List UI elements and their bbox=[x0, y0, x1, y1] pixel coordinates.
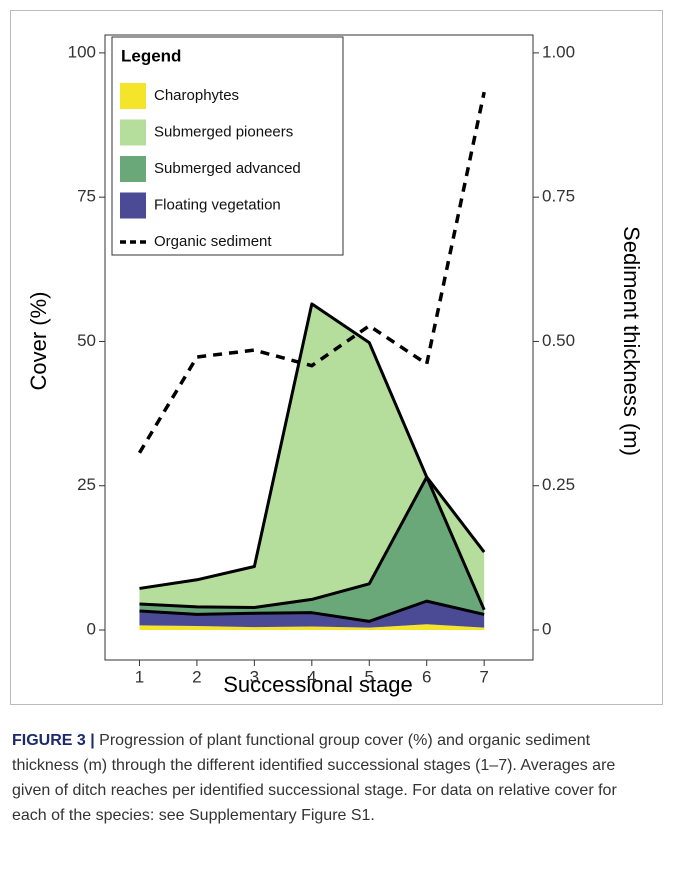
area bbox=[139, 477, 485, 622]
y-tick-label: 75 bbox=[77, 187, 96, 206]
y-tick-label: 25 bbox=[77, 475, 96, 494]
y2-tick-label: 0.50 bbox=[542, 331, 575, 350]
area-outline bbox=[139, 302, 486, 590]
x-tick-label: 1 bbox=[135, 667, 144, 686]
chart: Cover (%) Sediment thickness (m) Success… bbox=[26, 34, 644, 697]
legend-label: Charophytes bbox=[154, 87, 239, 104]
caption-label: FIGURE 3 | bbox=[12, 732, 95, 749]
y-axis-label: Cover (%) bbox=[26, 291, 51, 390]
area bbox=[139, 601, 485, 628]
plot-frame bbox=[104, 34, 534, 661]
y-tick-label: 100 bbox=[68, 42, 96, 61]
y2-tick-label: 0.75 bbox=[542, 187, 575, 206]
legend-title: Legend bbox=[121, 46, 181, 65]
legend-box bbox=[111, 36, 344, 256]
legend-swatch bbox=[120, 119, 146, 146]
x-tick-label: 7 bbox=[479, 667, 488, 686]
y-tick-label: 50 bbox=[77, 331, 96, 350]
x-tick-label: 6 bbox=[422, 667, 431, 686]
y2-tick-label: 0.25 bbox=[542, 475, 575, 494]
legend-label: Floating vegetation bbox=[154, 196, 281, 213]
legend-label: Organic sediment bbox=[154, 233, 272, 250]
area-outline bbox=[139, 599, 485, 623]
y2-tick-label: 1.00 bbox=[542, 42, 575, 61]
x-tick-label: 3 bbox=[250, 667, 259, 686]
sediment-line bbox=[137, 91, 486, 454]
legend-swatch bbox=[120, 192, 146, 219]
legend-swatch bbox=[120, 83, 146, 109]
y2-tick-label: 0 bbox=[542, 619, 551, 638]
legend-label: Submerged advanced bbox=[154, 160, 301, 177]
x-tick-label: 2 bbox=[192, 667, 201, 686]
x-tick-label: 5 bbox=[365, 667, 374, 686]
legend-swatch bbox=[120, 156, 146, 182]
legend-label: Submerged pioneers bbox=[154, 123, 293, 140]
area bbox=[139, 303, 485, 610]
area bbox=[139, 624, 485, 630]
x-tick-label: 4 bbox=[307, 667, 316, 686]
figure-frame bbox=[10, 10, 663, 705]
y-tick-label: 0 bbox=[87, 619, 96, 638]
y2-axis-label: Sediment thickness (m) bbox=[619, 226, 644, 456]
caption: FIGURE 3 | Progression of plant function… bbox=[12, 728, 652, 828]
caption-text: Progression of plant functional group co… bbox=[12, 732, 617, 824]
x-axis-label: Successional stage bbox=[223, 672, 413, 697]
